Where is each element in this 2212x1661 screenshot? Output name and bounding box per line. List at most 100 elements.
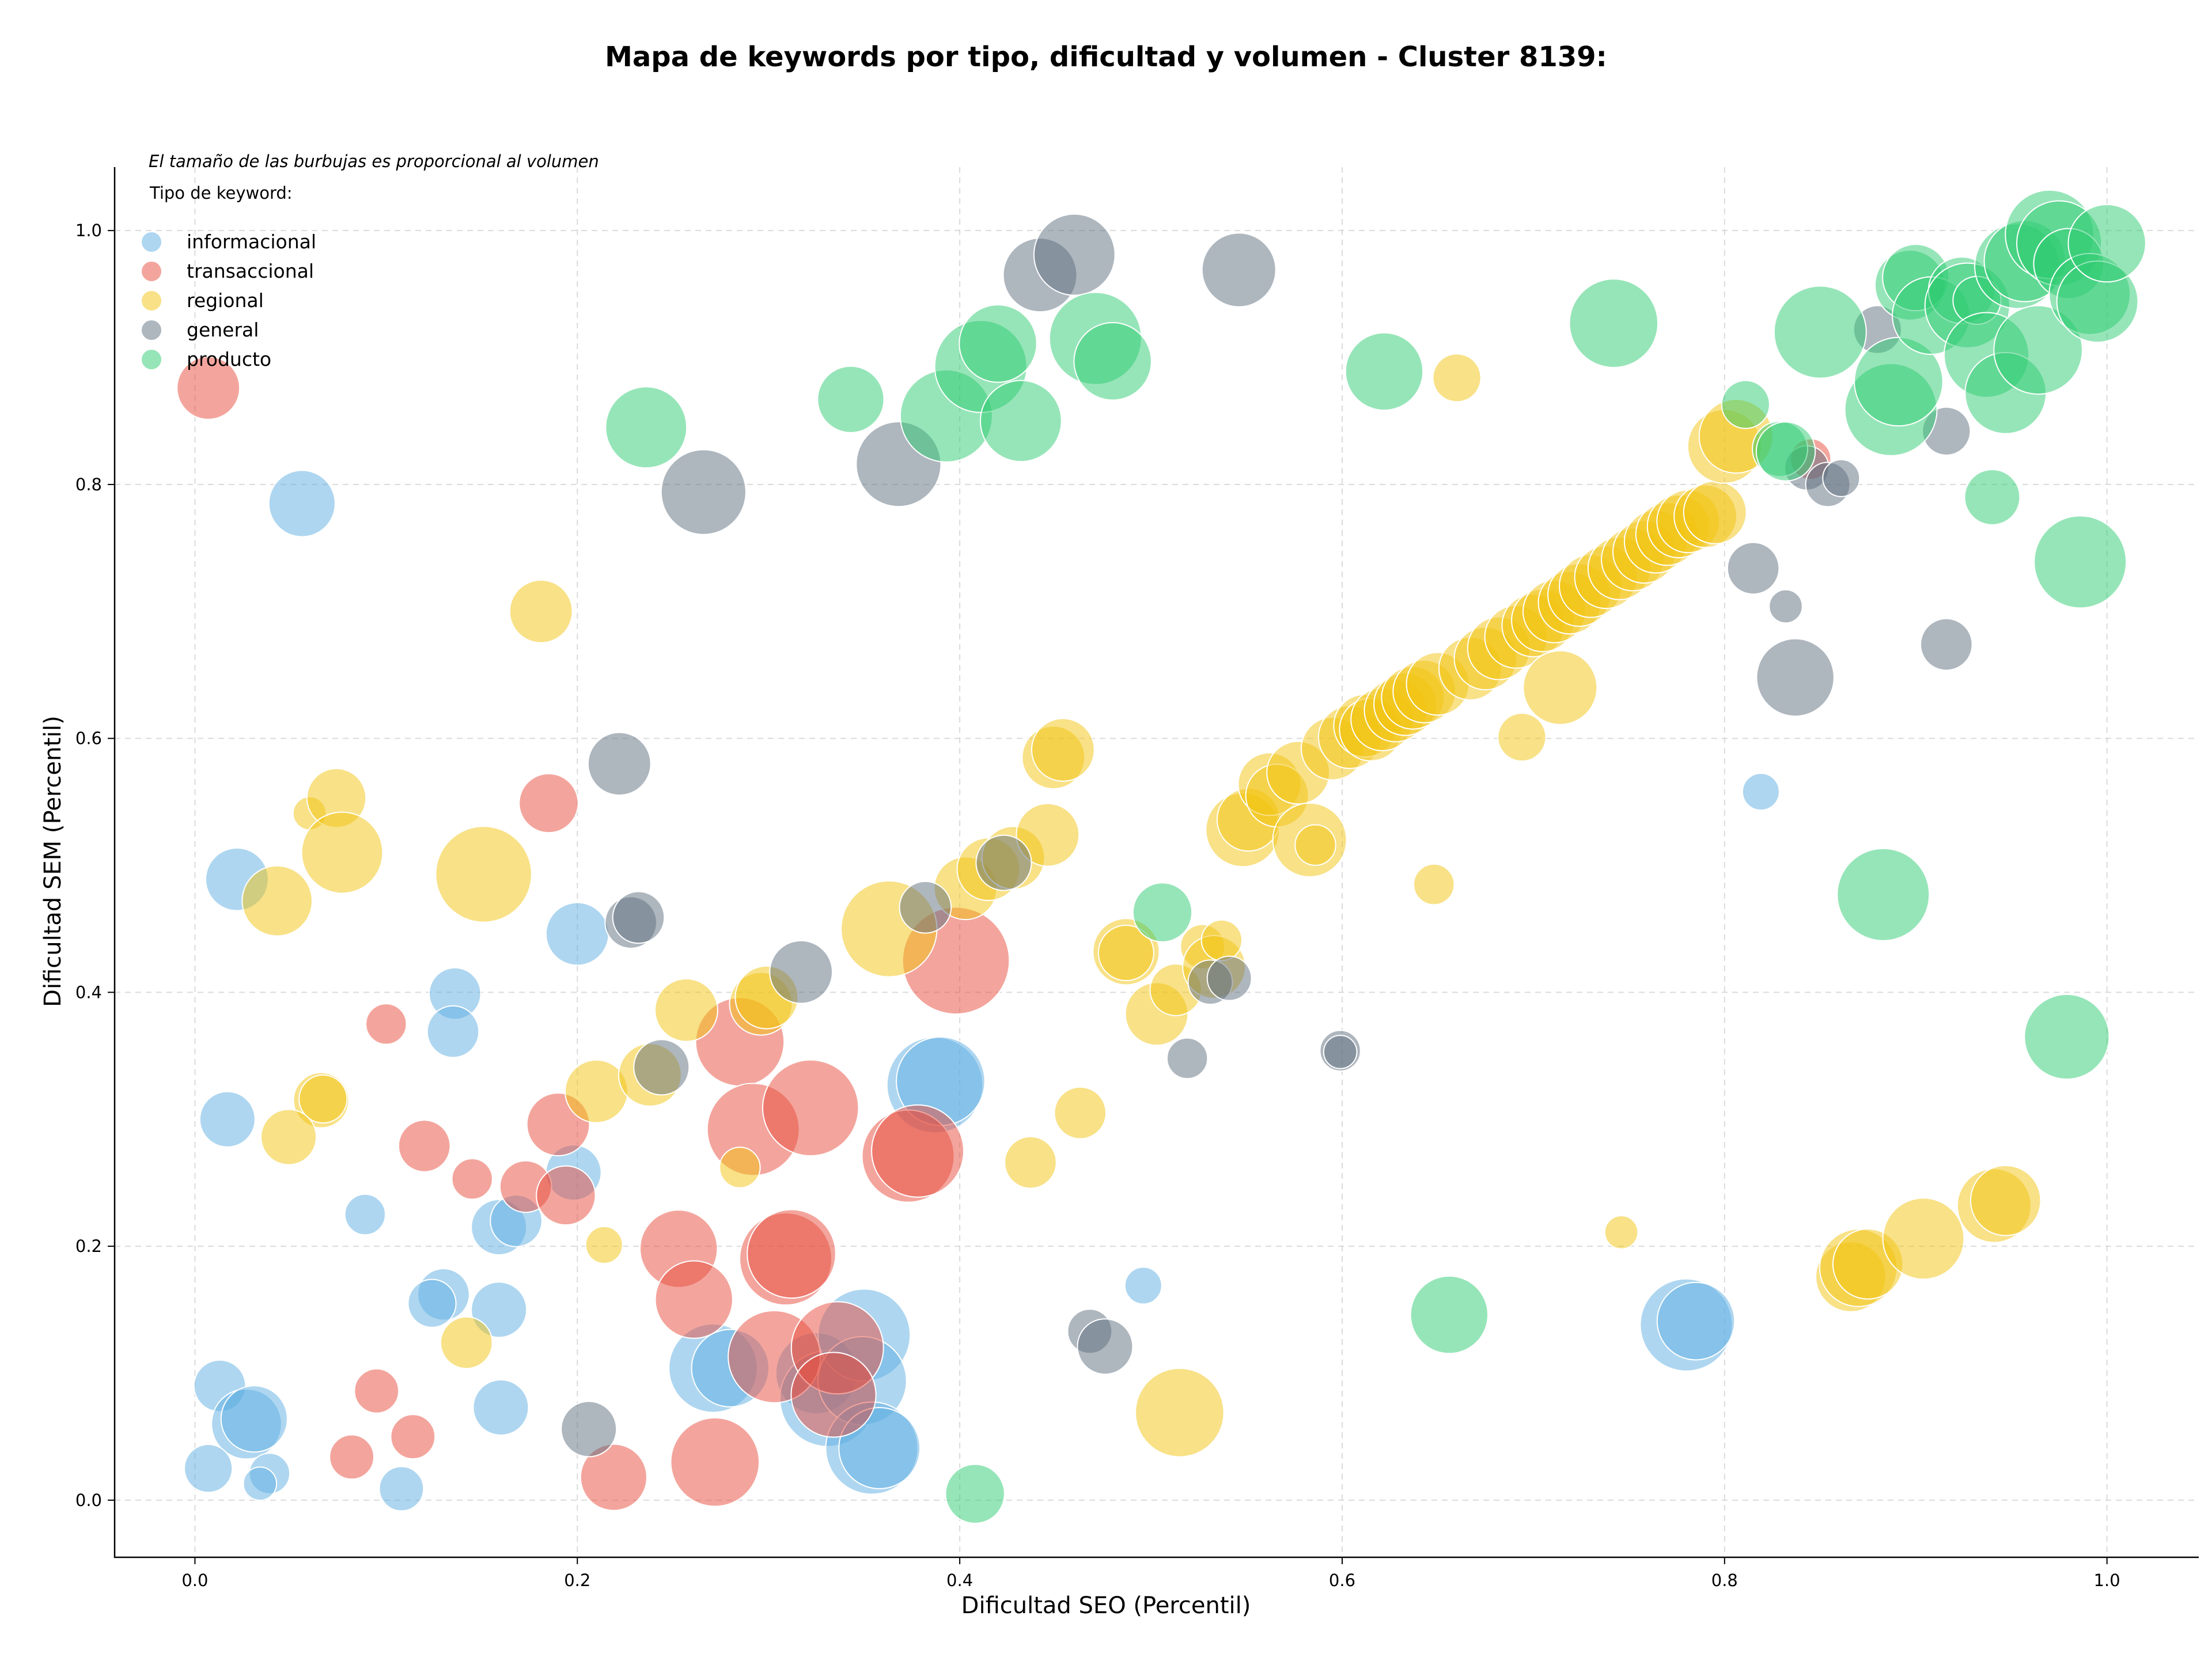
bubble-general — [1323, 1035, 1358, 1069]
bubble-general — [1726, 542, 1780, 595]
bubble-informacional — [407, 1278, 457, 1328]
bubble-producto — [959, 304, 1037, 383]
x-tick-label: 0.2 — [564, 1571, 590, 1590]
bubble-regional — [298, 1074, 348, 1124]
bubble-transaccional — [451, 1158, 493, 1200]
bubble-general — [660, 449, 747, 535]
legend: El tamaño de las burbujas es proporciona… — [142, 152, 599, 370]
bubble-regional — [1413, 863, 1455, 906]
bubble-informacional — [1124, 1266, 1162, 1305]
bubble-producto — [1132, 882, 1193, 943]
legend-label-informacional: informacional — [187, 230, 316, 253]
legend-label-producto: producto — [187, 348, 271, 370]
bubble-producto — [1569, 278, 1659, 368]
bubble-regional — [1200, 919, 1243, 962]
bubble-producto — [1755, 421, 1816, 482]
bubble-regional — [565, 1059, 628, 1123]
bubble-general — [633, 1039, 690, 1096]
legend-marker-transaccional — [142, 262, 161, 281]
bubble-informacional — [545, 902, 609, 966]
bubble-transaccional — [670, 1417, 760, 1507]
bubble-informacional — [1656, 1281, 1736, 1361]
x-tick-label: 0.0 — [181, 1571, 208, 1590]
bubble-regional — [585, 1225, 623, 1264]
y-tick-label: 0.4 — [75, 982, 102, 1002]
bubble-transaccional — [518, 773, 579, 834]
bubble-informacional — [220, 1385, 288, 1453]
bubble-transaccional — [176, 356, 241, 420]
bubble-general — [1822, 459, 1861, 497]
bubble-general — [769, 940, 834, 1004]
bubble-general — [899, 880, 952, 934]
bubble-producto — [1773, 285, 1867, 379]
bubble-informacional — [1741, 773, 1780, 811]
bubble-general — [1077, 1318, 1134, 1375]
bubble-regional — [1432, 353, 1482, 403]
bubble-transaccional — [397, 1119, 451, 1172]
bubble-general — [975, 834, 1032, 891]
bubble-regional — [1097, 925, 1154, 982]
y-tick-label: 0.6 — [75, 729, 102, 748]
bubble-general — [1033, 213, 1116, 296]
bubble-regional — [719, 1147, 761, 1189]
bubble-general — [1201, 232, 1277, 308]
bubble-regional — [1016, 803, 1080, 867]
bubble-transaccional — [762, 1059, 859, 1157]
bubble-regional — [1969, 1164, 2041, 1236]
bubble-producto — [2067, 204, 2146, 283]
bubble-producto — [979, 380, 1062, 463]
bubble-general — [1206, 955, 1252, 1001]
bubbles — [176, 189, 2146, 1524]
legend-label-regional: regional — [187, 289, 264, 312]
bubble-general — [1768, 589, 1803, 624]
bubble-regional — [1683, 480, 1747, 544]
bubble-producto — [1721, 380, 1770, 429]
bubble-informacional — [199, 1091, 256, 1148]
legend-marker-producto — [142, 350, 161, 369]
legend-note: El tamaño de las burbujas es proporciona… — [149, 152, 599, 171]
bubble-regional — [1294, 824, 1336, 866]
bubble-regional — [241, 865, 313, 937]
bubble-producto — [1344, 332, 1424, 411]
bubble-informacional — [472, 1379, 529, 1436]
bubble-producto — [1836, 847, 1930, 941]
bubble-general — [587, 732, 652, 796]
bubble-transaccional — [365, 1003, 407, 1045]
bubble-transaccional — [747, 1209, 836, 1299]
bubble-transaccional — [654, 1260, 733, 1339]
bubble-regional — [1004, 1136, 1057, 1189]
bubble-transaccional — [329, 1434, 374, 1480]
y-tick-label: 0.8 — [75, 475, 102, 494]
y-axis-label: Dificultad SEM (Percentil) — [40, 716, 66, 1007]
bubble-regional — [301, 811, 384, 894]
bubble-regional — [1031, 718, 1095, 782]
bubble-informacional — [243, 1466, 278, 1501]
bubble-transaccional — [871, 1104, 965, 1198]
x-tick-label: 0.8 — [1711, 1571, 1738, 1590]
legend-marker-regional — [142, 291, 161, 311]
bubble-regional — [509, 579, 573, 644]
bubble-transaccional — [390, 1414, 436, 1460]
legend-marker-informacional — [142, 232, 161, 252]
bubble-producto — [817, 365, 885, 433]
bubble-producto — [2024, 993, 2110, 1080]
y-tick-label: 0.2 — [75, 1236, 102, 1256]
x-tick-label: 0.4 — [946, 1571, 973, 1590]
legend-title: Tipo de keyword: — [149, 183, 293, 203]
bubble-regional — [260, 1108, 317, 1166]
legend-marker-general — [142, 320, 161, 340]
bubble-producto — [945, 1463, 1005, 1524]
bubble-regional — [440, 1316, 493, 1369]
y-tick-label: 0.0 — [75, 1490, 102, 1510]
bubble-producto — [1073, 321, 1152, 401]
bubble-general — [1756, 638, 1835, 717]
bubble-informacional — [378, 1466, 425, 1512]
bubble-regional — [1497, 712, 1547, 762]
bubble-regional — [1135, 1367, 1225, 1458]
legend-label-transaccional: transaccional — [187, 260, 314, 282]
legend-label-general: general — [187, 319, 259, 341]
bubble-regional — [1604, 1215, 1639, 1250]
bubble-regional — [1054, 1086, 1107, 1140]
bubble-informacional — [268, 470, 336, 538]
